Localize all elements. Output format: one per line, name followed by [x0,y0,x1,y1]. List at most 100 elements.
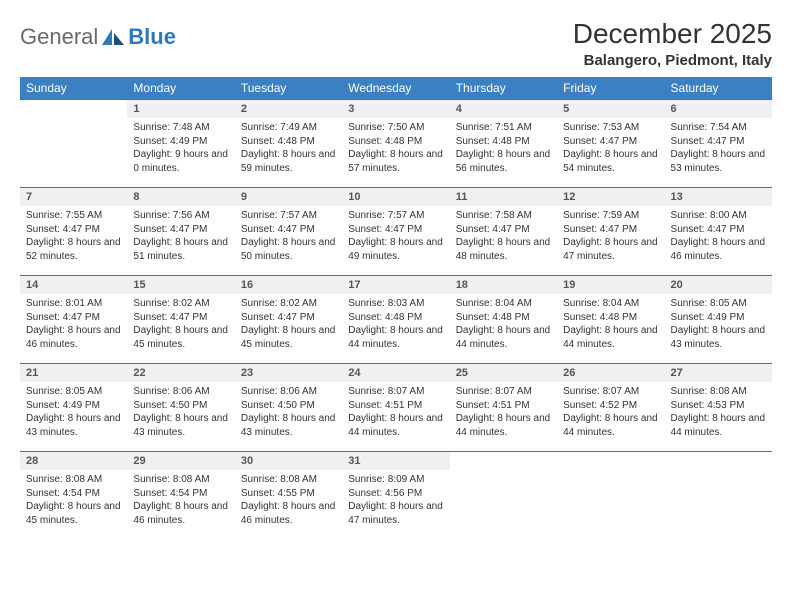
sunset-text: Sunset: 4:47 PM [563,135,658,149]
day-body: Sunrise: 8:00 AMSunset: 4:47 PMDaylight:… [665,206,772,263]
sunset-text: Sunset: 4:51 PM [348,399,443,413]
sunrise-text: Sunrise: 8:05 AM [26,385,121,399]
daylight-text: Daylight: 8 hours and 44 minutes. [563,324,658,351]
day-number: 22 [127,364,234,382]
calendar-cell: 21Sunrise: 8:05 AMSunset: 4:49 PMDayligh… [20,364,127,452]
daylight-text: Daylight: 8 hours and 56 minutes. [456,148,551,175]
calendar-cell [20,100,127,188]
day-number: 21 [20,364,127,382]
calendar-cell [450,452,557,540]
sunset-text: Sunset: 4:51 PM [456,399,551,413]
calendar-cell: 29Sunrise: 8:08 AMSunset: 4:54 PMDayligh… [127,452,234,540]
day-number: 1 [127,100,234,118]
daylight-text: Daylight: 8 hours and 44 minutes. [456,324,551,351]
header: General Blue December 2025 Balangero, Pi… [20,18,772,69]
day-number: 31 [342,452,449,470]
sunset-text: Sunset: 4:48 PM [456,311,551,325]
daylight-text: Daylight: 8 hours and 54 minutes. [563,148,658,175]
weekday-header: Monday [127,77,234,100]
day-body: Sunrise: 7:51 AMSunset: 4:48 PMDaylight:… [450,118,557,175]
daylight-text: Daylight: 8 hours and 44 minutes. [348,324,443,351]
calendar-cell: 8Sunrise: 7:56 AMSunset: 4:47 PMDaylight… [127,188,234,276]
title-block: December 2025 Balangero, Piedmont, Italy [573,18,772,69]
sunset-text: Sunset: 4:50 PM [241,399,336,413]
calendar-row: 7Sunrise: 7:55 AMSunset: 4:47 PMDaylight… [20,188,772,276]
sunrise-text: Sunrise: 8:01 AM [26,297,121,311]
weekday-header: Friday [557,77,664,100]
day-body: Sunrise: 8:08 AMSunset: 4:54 PMDaylight:… [20,470,127,527]
weekday-header: Sunday [20,77,127,100]
calendar-cell: 17Sunrise: 8:03 AMSunset: 4:48 PMDayligh… [342,276,449,364]
sunrise-text: Sunrise: 8:02 AM [241,297,336,311]
day-number: 25 [450,364,557,382]
calendar-cell: 5Sunrise: 7:53 AMSunset: 4:47 PMDaylight… [557,100,664,188]
day-body: Sunrise: 8:06 AMSunset: 4:50 PMDaylight:… [235,382,342,439]
sunrise-text: Sunrise: 7:55 AM [26,209,121,223]
location-label: Balangero, Piedmont, Italy [573,52,772,69]
day-number: 13 [665,188,772,206]
daylight-text: Daylight: 8 hours and 44 minutes. [671,412,766,439]
weekday-header-row: Sunday Monday Tuesday Wednesday Thursday… [20,77,772,100]
daylight-text: Daylight: 8 hours and 47 minutes. [348,500,443,527]
sunset-text: Sunset: 4:52 PM [563,399,658,413]
sunrise-text: Sunrise: 7:57 AM [241,209,336,223]
daylight-text: Daylight: 8 hours and 50 minutes. [241,236,336,263]
day-body: Sunrise: 7:53 AMSunset: 4:47 PMDaylight:… [557,118,664,175]
day-number: 6 [665,100,772,118]
day-number: 19 [557,276,664,294]
weekday-header: Tuesday [235,77,342,100]
sunset-text: Sunset: 4:47 PM [348,223,443,237]
sunset-text: Sunset: 4:47 PM [241,311,336,325]
calendar-cell: 3Sunrise: 7:50 AMSunset: 4:48 PMDaylight… [342,100,449,188]
day-number: 2 [235,100,342,118]
calendar-cell: 18Sunrise: 8:04 AMSunset: 4:48 PMDayligh… [450,276,557,364]
day-body: Sunrise: 8:01 AMSunset: 4:47 PMDaylight:… [20,294,127,351]
day-body: Sunrise: 8:07 AMSunset: 4:51 PMDaylight:… [450,382,557,439]
calendar-cell: 25Sunrise: 8:07 AMSunset: 4:51 PMDayligh… [450,364,557,452]
day-number: 30 [235,452,342,470]
sunset-text: Sunset: 4:47 PM [671,135,766,149]
calendar-cell: 23Sunrise: 8:06 AMSunset: 4:50 PMDayligh… [235,364,342,452]
day-number: 29 [127,452,234,470]
sunrise-text: Sunrise: 8:07 AM [456,385,551,399]
sunrise-text: Sunrise: 7:57 AM [348,209,443,223]
day-number: 16 [235,276,342,294]
day-body: Sunrise: 7:59 AMSunset: 4:47 PMDaylight:… [557,206,664,263]
sunrise-text: Sunrise: 8:00 AM [671,209,766,223]
calendar-cell: 10Sunrise: 7:57 AMSunset: 4:47 PMDayligh… [342,188,449,276]
calendar-cell: 28Sunrise: 8:08 AMSunset: 4:54 PMDayligh… [20,452,127,540]
sunrise-text: Sunrise: 8:09 AM [348,473,443,487]
sunrise-text: Sunrise: 8:06 AM [133,385,228,399]
day-number: 7 [20,188,127,206]
calendar-cell: 1Sunrise: 7:48 AMSunset: 4:49 PMDaylight… [127,100,234,188]
day-body: Sunrise: 8:08 AMSunset: 4:55 PMDaylight:… [235,470,342,527]
day-number: 10 [342,188,449,206]
day-number: 12 [557,188,664,206]
daylight-text: Daylight: 9 hours and 0 minutes. [133,148,228,175]
daylight-text: Daylight: 8 hours and 47 minutes. [563,236,658,263]
day-number: 5 [557,100,664,118]
day-number: 20 [665,276,772,294]
day-body: Sunrise: 7:58 AMSunset: 4:47 PMDaylight:… [450,206,557,263]
calendar-cell: 22Sunrise: 8:06 AMSunset: 4:50 PMDayligh… [127,364,234,452]
calendar-body: 1Sunrise: 7:48 AMSunset: 4:49 PMDaylight… [20,100,772,540]
day-number: 8 [127,188,234,206]
day-body: Sunrise: 8:08 AMSunset: 4:53 PMDaylight:… [665,382,772,439]
sunset-text: Sunset: 4:47 PM [26,223,121,237]
daylight-text: Daylight: 8 hours and 44 minutes. [348,412,443,439]
sunrise-text: Sunrise: 8:06 AM [241,385,336,399]
daylight-text: Daylight: 8 hours and 45 minutes. [133,324,228,351]
daylight-text: Daylight: 8 hours and 46 minutes. [133,500,228,527]
daylight-text: Daylight: 8 hours and 45 minutes. [26,500,121,527]
calendar-table: Sunday Monday Tuesday Wednesday Thursday… [20,77,772,540]
daylight-text: Daylight: 8 hours and 53 minutes. [671,148,766,175]
day-body: Sunrise: 7:56 AMSunset: 4:47 PMDaylight:… [127,206,234,263]
sunset-text: Sunset: 4:54 PM [26,487,121,501]
daylight-text: Daylight: 8 hours and 43 minutes. [241,412,336,439]
day-number: 3 [342,100,449,118]
calendar-cell: 12Sunrise: 7:59 AMSunset: 4:47 PMDayligh… [557,188,664,276]
calendar-cell: 14Sunrise: 8:01 AMSunset: 4:47 PMDayligh… [20,276,127,364]
sunset-text: Sunset: 4:48 PM [241,135,336,149]
calendar-cell: 6Sunrise: 7:54 AMSunset: 4:47 PMDaylight… [665,100,772,188]
calendar-cell: 27Sunrise: 8:08 AMSunset: 4:53 PMDayligh… [665,364,772,452]
